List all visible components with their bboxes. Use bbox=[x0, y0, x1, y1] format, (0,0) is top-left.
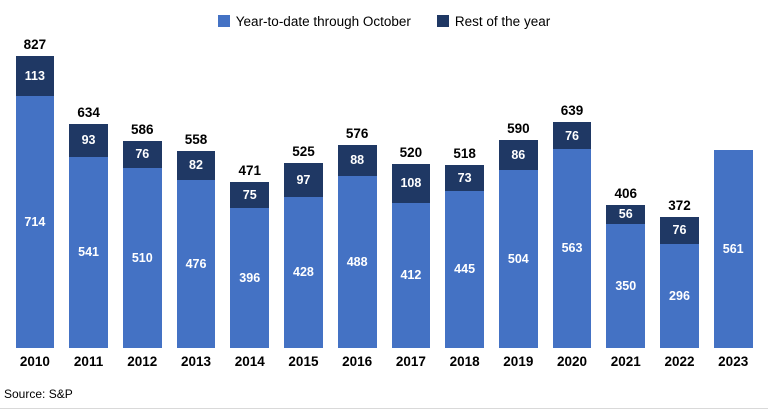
segment-ytd: 350 bbox=[606, 224, 646, 348]
x-axis-label: 2017 bbox=[395, 354, 426, 369]
bar-group-2016: 576 88 488 bbox=[330, 34, 384, 348]
x-axis-label: 2014 bbox=[234, 354, 265, 369]
stacked-bar: 73 445 bbox=[445, 165, 484, 348]
bar-group-2021: 406 56 350 bbox=[599, 34, 653, 348]
total-label: 590 bbox=[507, 120, 530, 136]
x-axis: 2010 2011 2012 2013 2014 2015 2016 2017 2018 2019… bbox=[0, 354, 768, 369]
stacked-bar: 108 412 bbox=[391, 164, 431, 348]
bar-group-2020: 639 76 563 bbox=[545, 34, 599, 348]
segment-ytd: 541 bbox=[69, 157, 108, 348]
bar-group-2012: 586 76 510 bbox=[115, 34, 169, 348]
bar-group-2014: 471 75 396 bbox=[223, 34, 277, 348]
total-label: 576 bbox=[345, 125, 369, 141]
bar-group-2022: 372 76 296 bbox=[653, 34, 707, 348]
stacked-bar: 82 476 bbox=[176, 151, 216, 348]
x-axis-label: 2019 bbox=[503, 354, 534, 369]
stacked-bar: 76 563 bbox=[552, 122, 592, 348]
segment-rest-of-year: 56 bbox=[606, 204, 646, 225]
x-axis-label: 2015 bbox=[288, 354, 319, 369]
total-label: 406 bbox=[614, 185, 638, 201]
total-label: 520 bbox=[399, 145, 423, 161]
total-label: 639 bbox=[560, 103, 584, 119]
total-label: 634 bbox=[77, 105, 100, 121]
stacked-bar: 76 510 bbox=[122, 141, 162, 348]
segment-ytd: 510 bbox=[122, 168, 162, 348]
segment-rest-of-year: 82 bbox=[176, 151, 216, 180]
x-axis-label: 2020 bbox=[557, 354, 588, 369]
total-label: 518 bbox=[453, 146, 476, 162]
source-text: Source: S&P bbox=[4, 387, 73, 401]
legend-item-ytd: Year-to-date through October bbox=[217, 13, 411, 29]
x-axis-label: 2011 bbox=[73, 354, 104, 369]
segment-rest-of-year: 73 bbox=[445, 165, 484, 191]
segment-ytd: 445 bbox=[445, 190, 484, 348]
segment-rest-of-year: 76 bbox=[122, 141, 162, 168]
segment-ytd: 412 bbox=[391, 202, 431, 348]
segment-ytd: 296 bbox=[660, 243, 699, 348]
bottom-divider bbox=[0, 408, 768, 409]
segment-rest-of-year: 88 bbox=[337, 144, 377, 176]
total-label: 558 bbox=[184, 132, 208, 148]
legend-label-rest: Rest of the year bbox=[454, 13, 551, 29]
bar-group-2019: 590 86 504 bbox=[491, 34, 545, 348]
segment-ytd: 488 bbox=[337, 175, 377, 348]
stacked-bar: 561 bbox=[713, 150, 753, 348]
total-label: 471 bbox=[238, 162, 261, 178]
bar-group-2010: 827 113 714 bbox=[8, 34, 62, 348]
segment-rest-of-year: 93 bbox=[69, 124, 108, 158]
stacked-bar: 86 504 bbox=[498, 139, 538, 348]
segment-rest-of-year: 86 bbox=[498, 139, 538, 171]
legend-item-rest: Rest of the year bbox=[436, 13, 551, 29]
bar-group-2013: 558 82 476 bbox=[169, 34, 223, 348]
total-label: 827 bbox=[23, 37, 47, 53]
bar-group-2018: 518 73 445 bbox=[438, 34, 492, 348]
stacked-bar: 113 714 bbox=[15, 56, 55, 348]
segment-ytd: 714 bbox=[15, 96, 55, 348]
segment-ytd: 396 bbox=[230, 208, 270, 348]
x-axis-label: 2018 bbox=[449, 354, 480, 369]
stacked-bar: 97 428 bbox=[284, 162, 323, 348]
bar-group-2023: 561 bbox=[706, 34, 760, 348]
segment-rest-of-year: 76 bbox=[552, 122, 592, 150]
x-axis-label: 2010 bbox=[19, 354, 50, 369]
segment-rest-of-year: 75 bbox=[230, 181, 270, 209]
legend-label-ytd: Year-to-date through October bbox=[235, 13, 411, 29]
segment-ytd: 504 bbox=[498, 170, 538, 348]
bar-group-2017: 520 108 412 bbox=[384, 34, 438, 348]
bar-group-2015: 525 97 428 bbox=[277, 34, 331, 348]
x-axis-label: 2022 bbox=[664, 354, 695, 369]
x-axis-label: 2012 bbox=[127, 354, 158, 369]
stacked-bar: 56 350 bbox=[606, 204, 646, 348]
stacked-bar: 88 488 bbox=[337, 144, 377, 348]
x-axis-label: 2013 bbox=[180, 354, 212, 369]
segment-rest-of-year: 76 bbox=[660, 216, 699, 244]
stacked-bar: 75 396 bbox=[230, 181, 270, 348]
total-label: 586 bbox=[131, 122, 154, 138]
stacked-bar: 93 541 bbox=[69, 124, 108, 348]
legend-swatch-rest-icon bbox=[436, 15, 449, 27]
segment-ytd: 476 bbox=[176, 180, 216, 348]
x-axis-label: 2023 bbox=[718, 354, 749, 369]
segment-ytd: 563 bbox=[552, 149, 592, 348]
total-label: 525 bbox=[292, 143, 315, 159]
legend-swatch-ytd-icon bbox=[217, 15, 230, 27]
segment-rest-of-year: 113 bbox=[15, 56, 55, 96]
segment-rest-of-year: 108 bbox=[391, 164, 431, 203]
segment-ytd: 428 bbox=[284, 196, 323, 348]
total-label: 372 bbox=[668, 197, 691, 213]
segment-rest-of-year: 97 bbox=[284, 162, 323, 197]
chart-legend: Year-to-date through October Rest of the… bbox=[0, 10, 768, 32]
segment-ytd: 561 bbox=[713, 150, 753, 348]
chart-plot-area: 827 113 714 634 93 541 586 76 510 558 82 476 471 75 39… bbox=[0, 34, 768, 348]
stacked-bar: 76 296 bbox=[660, 216, 699, 348]
bar-group-2011: 634 93 541 bbox=[62, 34, 116, 348]
x-axis-label: 2016 bbox=[342, 354, 373, 369]
x-axis-label: 2021 bbox=[610, 354, 641, 369]
